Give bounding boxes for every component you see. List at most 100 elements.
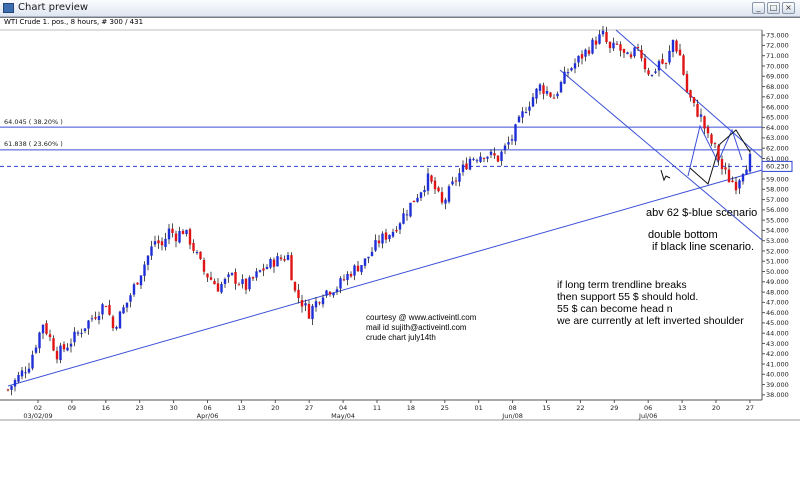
- candle-body: [521, 111, 524, 118]
- y-tick-label: 38.000: [766, 391, 789, 399]
- candle-body: [318, 302, 321, 304]
- candle-body: [426, 173, 430, 191]
- candle-body: [237, 284, 241, 286]
- candle-body: [41, 324, 45, 334]
- candle-body: [717, 145, 720, 161]
- candle-body: [489, 151, 493, 155]
- candle-body: [612, 42, 615, 49]
- candle-body: [472, 158, 475, 160]
- candle-body: [272, 259, 276, 267]
- x-tick-label: 20: [712, 404, 720, 412]
- close-icon[interactable]: ×: [782, 2, 795, 14]
- candle-body: [311, 305, 314, 320]
- candle-body: [125, 302, 129, 308]
- y-tick-label: 53.000: [766, 237, 789, 245]
- candle-body: [115, 327, 118, 329]
- candle-body: [38, 332, 41, 349]
- candle-body: [314, 301, 318, 308]
- candle-body: [440, 192, 444, 203]
- candle-body: [545, 90, 549, 94]
- y-tick-label: 65.000: [766, 114, 789, 122]
- candle-body: [332, 293, 335, 296]
- candle-body: [262, 268, 265, 271]
- candle-body: [419, 192, 423, 198]
- candle-body: [626, 52, 629, 55]
- candle-body: [167, 228, 171, 240]
- x-tick-label: 02: [34, 404, 42, 412]
- candle-body: [528, 106, 531, 111]
- candle-body: [132, 284, 136, 295]
- candle-body: [356, 265, 360, 272]
- x-axis-ticks: 02 09 16 23 30 06 13 20 27 04 11 18 25 01 08 15 22 29 06 13…: [23, 400, 754, 420]
- candle-body: [199, 251, 202, 259]
- x-month-label: Jul/06: [638, 412, 657, 420]
- candle-body: [409, 202, 412, 217]
- candle-body: [349, 273, 353, 277]
- maximize-icon[interactable]: □: [767, 2, 780, 14]
- candle-body: [405, 214, 409, 216]
- candle-body: [591, 39, 594, 54]
- trend-note-4: we are currently at left inverted should…: [556, 315, 744, 327]
- y-tick-label: 67.000: [766, 93, 789, 101]
- y-tick-label: 45.000: [766, 319, 789, 327]
- x-tick-label: 29: [610, 404, 618, 412]
- candle-body: [220, 283, 223, 293]
- candle-body: [720, 159, 724, 170]
- candle-body: [636, 47, 640, 49]
- candle-body: [398, 223, 402, 230]
- candle-body: [402, 213, 405, 224]
- x-tick-label: 13: [678, 404, 686, 412]
- y-tick-label: 39.000: [766, 381, 789, 389]
- candle-body: [710, 134, 713, 144]
- candle-body: [486, 156, 489, 159]
- candle-body: [559, 82, 563, 93]
- candle-body: [339, 278, 342, 289]
- current-price-label: 60.230: [766, 163, 789, 171]
- candle-body: [97, 315, 101, 320]
- candle-body: [479, 156, 482, 162]
- candle-body: [178, 231, 181, 243]
- y-tick-label: 42.000: [766, 350, 789, 358]
- candle-body: [13, 380, 17, 387]
- black-scenario-path: [689, 129, 751, 185]
- candle-body: [587, 50, 591, 54]
- candle-body: [500, 151, 503, 161]
- candle-body: [629, 54, 633, 58]
- x-month-label: Apr/06: [197, 412, 219, 420]
- trend-note-1: if long term trendline breaks: [557, 279, 687, 291]
- candle-body: [580, 54, 584, 59]
- candle-body: [34, 347, 38, 353]
- candle-body: [454, 180, 458, 182]
- courtesy-note: courtesy @ www.activeintl.com mail id su…: [366, 313, 477, 342]
- candle-body: [195, 252, 199, 254]
- x-tick-label: 25: [441, 404, 449, 412]
- y-tick-label: 41.000: [766, 360, 789, 368]
- candle-body: [363, 258, 367, 266]
- candle-body: [143, 264, 146, 276]
- candle-body: [699, 114, 703, 117]
- y-tick-label: 46.000: [766, 309, 789, 317]
- x-tick-label: 18: [407, 404, 415, 412]
- candle-body: [416, 197, 419, 202]
- date-line: crude chart july14th: [366, 333, 436, 342]
- candle-body: [122, 307, 125, 314]
- candle-body: [517, 116, 521, 123]
- y-tick-label: 52.000: [766, 247, 789, 255]
- y-tick-label: 47.000: [766, 299, 789, 307]
- candle-body: [692, 97, 696, 104]
- candle-body: [160, 241, 164, 246]
- candle-body: [216, 283, 220, 292]
- candle-body: [360, 265, 363, 273]
- candle-body: [696, 103, 699, 117]
- candle-body: [192, 242, 195, 251]
- candle-body: [76, 332, 80, 334]
- candle-body: [643, 58, 647, 70]
- trend-note-3: 55 $ can become head n: [557, 303, 673, 315]
- candle-body: [573, 63, 577, 69]
- minimize-icon[interactable]: _: [752, 2, 765, 14]
- candle-body: [94, 317, 97, 319]
- level-lines: 64.045 ( 38.20% ) 61.838 ( 23.60% ) 60.2…: [0, 118, 793, 172]
- candle-body: [174, 233, 178, 242]
- candle-body: [353, 265, 356, 276]
- x-month-label: Jun/08: [501, 412, 523, 420]
